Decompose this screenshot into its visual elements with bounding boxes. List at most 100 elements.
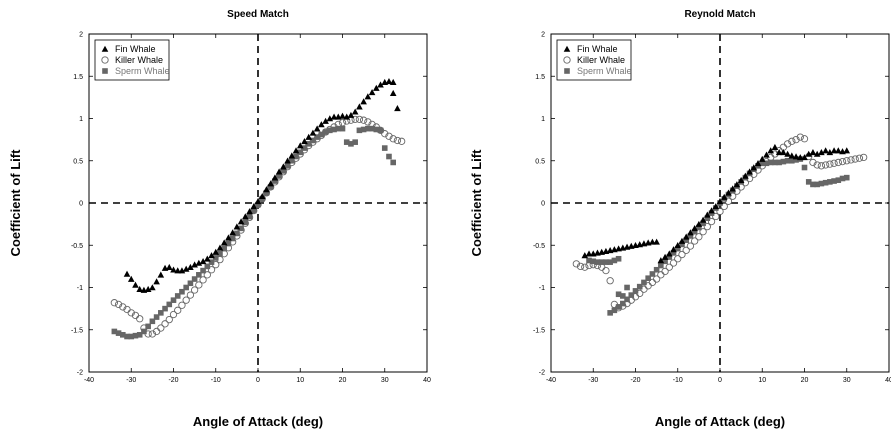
data-point <box>653 238 660 245</box>
data-point <box>628 292 635 298</box>
data-point <box>225 234 232 241</box>
data-point <box>242 219 249 226</box>
data-point <box>204 263 211 270</box>
chart-title: Speed Match <box>227 9 289 20</box>
x-tick-label: 30 <box>843 377 851 384</box>
data-point <box>796 133 804 141</box>
x-axis-label: Angle of Attack (deg) <box>193 414 323 429</box>
y-tick-label: 1.5 <box>73 74 83 81</box>
data-point <box>110 299 119 307</box>
data-point <box>725 189 732 196</box>
data-point <box>246 213 253 220</box>
data-point <box>801 164 808 171</box>
data-point <box>136 315 144 323</box>
data-point <box>208 259 215 265</box>
data-point <box>149 284 156 291</box>
data-point <box>114 300 123 309</box>
data-point <box>339 112 346 119</box>
data-point <box>343 113 351 120</box>
data-point <box>606 277 614 285</box>
data-point <box>305 141 312 147</box>
x-tick-label: 0 <box>718 377 722 384</box>
data-point <box>162 305 168 312</box>
data-point <box>586 257 592 264</box>
legend-marker <box>563 56 571 64</box>
data-point <box>212 248 220 255</box>
x-tick-label: -20 <box>630 377 640 384</box>
chart-panel-2: -40 -30 -20 -10 0 10 20 30 40 2 1.5 1 0.5 0 -0.5 -1 -1.5… <box>469 9 891 429</box>
data-point <box>792 153 800 160</box>
data-point <box>385 78 393 85</box>
data-point <box>793 157 799 163</box>
data-point <box>351 115 359 123</box>
data-point <box>153 278 160 285</box>
data-point <box>377 127 384 134</box>
data-point <box>670 246 677 253</box>
data-point <box>356 103 363 110</box>
data-point <box>737 176 745 183</box>
data-point <box>827 179 833 185</box>
data-point <box>237 218 245 225</box>
data-point <box>326 125 334 134</box>
data-point <box>788 152 796 159</box>
data-point <box>207 266 216 274</box>
data-point <box>309 129 317 136</box>
data-point <box>838 157 847 166</box>
data-point <box>393 136 402 145</box>
data-point <box>148 330 157 338</box>
data-point <box>132 281 139 288</box>
data-point <box>322 129 329 135</box>
data-point <box>716 198 724 205</box>
data-point <box>191 261 198 268</box>
data-point <box>254 198 262 205</box>
data-point <box>835 147 842 154</box>
data-point <box>687 233 694 239</box>
data-point <box>258 192 266 200</box>
data-point <box>174 306 182 314</box>
data-point <box>686 242 695 250</box>
data-point <box>280 168 287 174</box>
data-point <box>338 119 347 127</box>
data-point <box>280 163 287 170</box>
x-tick-label: 40 <box>885 377 891 384</box>
y-tick-label: 1.5 <box>535 74 545 81</box>
legend-label: Sperm Whale <box>115 66 170 76</box>
data-point <box>174 267 182 274</box>
data-point <box>585 261 593 270</box>
y-tick-label: 1 <box>79 116 83 123</box>
x-tick-label: -20 <box>168 377 178 384</box>
data-point <box>127 275 135 282</box>
y-tick-label: -0.5 <box>71 243 83 250</box>
data-point <box>834 158 842 167</box>
y-tick-label: -1 <box>539 285 545 292</box>
data-point <box>683 237 689 243</box>
data-point <box>301 138 308 145</box>
data-point <box>669 259 678 267</box>
data-point <box>729 192 737 200</box>
data-point <box>381 130 389 138</box>
data-point <box>369 125 375 132</box>
data-point <box>318 121 325 128</box>
data-point <box>700 220 706 227</box>
data-point <box>607 310 613 316</box>
data-point <box>788 137 796 145</box>
data-point <box>368 120 376 129</box>
data-point <box>704 215 711 222</box>
series-sperm-whale <box>586 156 850 316</box>
legend-marker <box>564 68 570 74</box>
data-point <box>603 259 609 265</box>
data-point <box>178 301 186 309</box>
y-tick-label: -1 <box>77 285 83 292</box>
data-point <box>199 258 207 265</box>
data-point <box>581 252 589 259</box>
data-point <box>186 291 195 299</box>
data-point <box>674 255 682 263</box>
data-point <box>805 150 813 157</box>
data-point <box>750 164 758 171</box>
data-point <box>144 285 152 292</box>
data-point <box>220 250 228 258</box>
data-point <box>386 153 392 160</box>
data-point <box>649 271 656 277</box>
data-point <box>704 211 711 218</box>
data-point <box>330 123 338 131</box>
